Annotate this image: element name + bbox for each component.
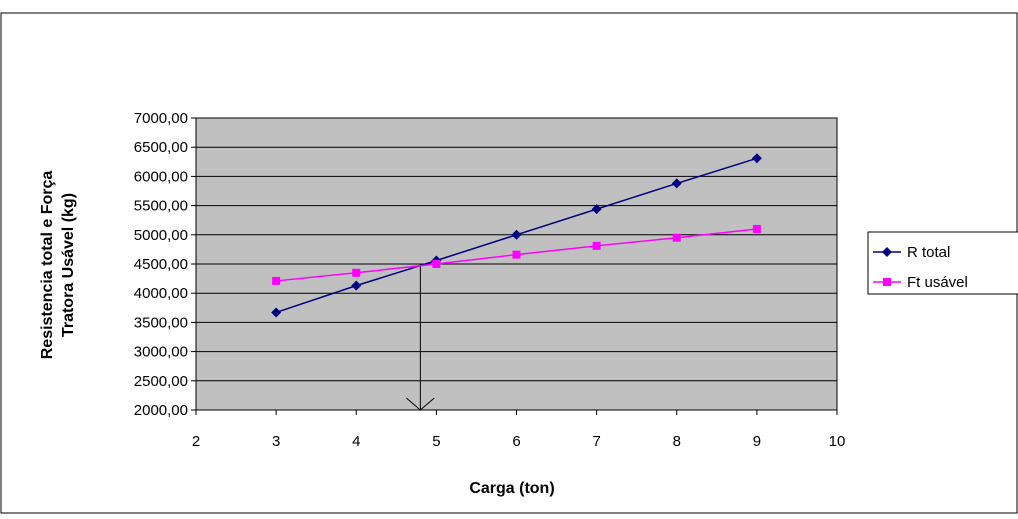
x-tick-label: 10	[829, 433, 846, 450]
legend-box	[867, 231, 1018, 295]
data-point	[432, 260, 441, 268]
y-tick-label: 3500,00	[134, 314, 188, 331]
data-point	[751, 153, 762, 164]
y-tick-label: 4000,00	[134, 285, 188, 302]
data-point	[672, 233, 681, 242]
legend-marker-ft-usavel	[883, 278, 891, 286]
annotation-arrow	[406, 264, 435, 411]
data-point	[272, 276, 281, 285]
legend-item-ft-usavel: Ft usável	[873, 274, 968, 291]
y-tick-label: 4500,00	[134, 256, 188, 273]
series-0	[271, 153, 762, 318]
y-axis-title: Resistencia total e Força Tratora Usável…	[39, 171, 77, 360]
annotation-arrow-head	[406, 397, 435, 411]
gridlines	[196, 146, 837, 382]
y-tick-label: 5000,00	[134, 227, 188, 244]
y-tick-label: 3000,00	[134, 344, 188, 361]
y-tick-label: 6000,00	[134, 168, 188, 185]
series-1	[272, 224, 761, 285]
data-point	[592, 241, 601, 250]
y-axis-title-line-2: Tratora Usável (kg)	[60, 193, 77, 337]
x-tick-label: 2	[192, 433, 200, 450]
x-tick-label: 7	[592, 433, 600, 450]
y-tick-label: 7000,00	[134, 110, 188, 127]
x-tick-label: 8	[673, 433, 681, 450]
x-tick-label: 4	[352, 433, 360, 450]
y-tick-label: 5500,00	[134, 198, 188, 215]
data-point	[512, 250, 521, 259]
data-point	[271, 307, 282, 318]
y-tick-label: 2000,00	[134, 402, 188, 419]
data-point	[752, 224, 761, 233]
data-point	[671, 178, 682, 189]
legend-item-r-total: R total	[873, 244, 950, 261]
y-tick-label: 2500,00	[134, 373, 188, 390]
x-tick-label: 9	[753, 433, 761, 450]
data-point	[351, 280, 362, 291]
x-tick-label: 3	[272, 433, 280, 450]
legend-marker-r-total	[882, 247, 892, 257]
legend-label-ft-usavel: Ft usável	[907, 274, 968, 291]
legend: R total Ft usável	[867, 231, 1018, 295]
x-tick-label: 5	[432, 433, 440, 450]
series-layer	[271, 153, 762, 318]
data-point	[591, 204, 602, 215]
y-axis-title-line-1: Resistencia total e Força	[39, 171, 56, 360]
legend-label-r-total: R total	[907, 244, 950, 261]
x-tick-label: 6	[512, 433, 520, 450]
y-tick-label: 6500,00	[134, 139, 188, 156]
data-point	[352, 268, 361, 277]
x-axis: 2 3 4 5 6 7 8 9 10	[192, 410, 846, 450]
y-axis: 2000,00 2500,00 3000,00 3500,00 4000,00 4500,…	[134, 110, 196, 419]
x-axis-title: Carga (ton)	[469, 480, 554, 497]
data-point	[511, 229, 522, 240]
